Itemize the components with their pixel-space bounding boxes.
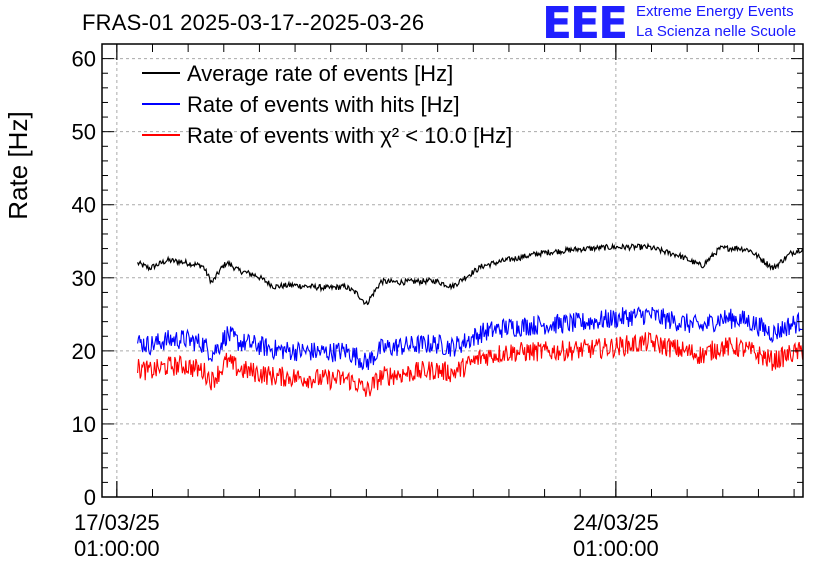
y-tick-label: 20 bbox=[72, 339, 96, 364]
series-line-2 bbox=[137, 306, 803, 371]
legend-entry: Rate of events with hits [Hz] bbox=[187, 92, 460, 117]
y-axis-label: Rate [Hz] bbox=[3, 111, 33, 219]
logo-text-line1: Extreme Energy Events bbox=[636, 3, 794, 20]
y-tick-label: 10 bbox=[72, 412, 96, 437]
y-tick-label: 0 bbox=[84, 485, 96, 510]
y-tick-label: 40 bbox=[72, 193, 96, 218]
y-tick-label: 60 bbox=[72, 47, 96, 72]
x-tick-label-date: 24/03/25 bbox=[573, 510, 659, 535]
logo-text-line2: La Scienza nelle Scuole bbox=[636, 23, 797, 40]
x-tick-label-date: 17/03/25 bbox=[74, 510, 160, 535]
y-tick-label: 50 bbox=[72, 120, 96, 145]
y-tick-label: 30 bbox=[72, 266, 96, 291]
x-tick-label-time: 01:00:00 bbox=[74, 536, 160, 561]
chart-title: FRAS-01 2025-03-17--2025-03-26 bbox=[82, 10, 425, 35]
legend-entry: Average rate of events [Hz] bbox=[187, 61, 453, 86]
plot-frame bbox=[101, 43, 804, 498]
eee-logo: EEE bbox=[542, 0, 628, 49]
legend-entry: Rate of events with χ² < 10.0 [Hz] bbox=[187, 123, 512, 148]
x-tick-label-time: 01:00:00 bbox=[573, 536, 659, 561]
series-line-3 bbox=[137, 331, 804, 397]
series-line-1 bbox=[137, 242, 804, 306]
